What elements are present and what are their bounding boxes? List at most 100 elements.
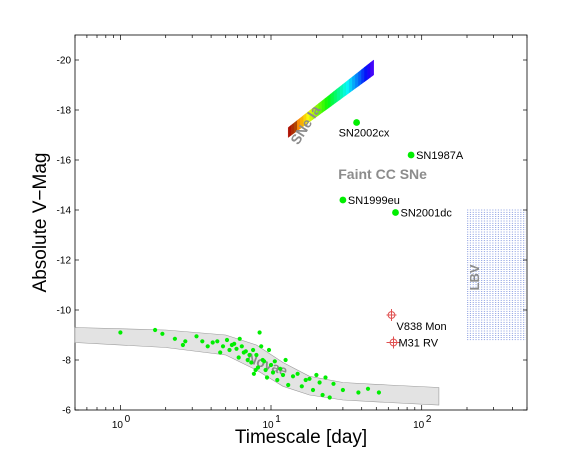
x-axis-title: Timescale [day]	[235, 427, 367, 448]
y-tick-label: -20	[57, 56, 72, 67]
nova-point	[275, 377, 280, 383]
nova-point	[234, 346, 239, 351]
sn-point-label: SN1987A	[416, 150, 464, 162]
nova-point	[236, 355, 241, 360]
nova-point	[331, 381, 336, 386]
nova-point	[257, 330, 262, 335]
nova-point	[153, 327, 158, 333]
nova-point	[210, 340, 215, 345]
sne-ia-stripe	[339, 83, 344, 101]
nova-point	[245, 357, 250, 363]
y-axis-title: Absolute V−Mag	[30, 153, 51, 293]
nova-point	[356, 390, 361, 395]
red-nova-marker	[386, 336, 401, 349]
sne-ia-stripe	[346, 78, 350, 96]
nova-point	[180, 342, 185, 348]
nova-point	[254, 352, 259, 358]
nova-point	[259, 344, 264, 349]
red-nova-marker	[386, 309, 397, 321]
sne-ia-band	[288, 59, 374, 138]
nova-point	[239, 344, 244, 349]
nova-point	[264, 375, 270, 380]
nova-point	[340, 387, 345, 393]
y-tick-label: -10	[57, 306, 72, 317]
x-tick-label-base: 10	[262, 420, 274, 431]
nova-point	[249, 360, 254, 365]
sne-ia-stripe	[330, 90, 335, 107]
nova-point	[272, 359, 277, 364]
sne-ia-stripe	[333, 88, 338, 105]
nova-point	[160, 331, 165, 336]
region-label-faint-cc: Faint CC SNe	[338, 166, 427, 182]
sn-point	[392, 209, 399, 216]
nova-point	[205, 344, 210, 349]
region-label-lbv: LBV	[467, 264, 482, 290]
nova-point	[365, 386, 371, 391]
red-nova-label: M31 RV	[399, 338, 439, 350]
nova-point	[183, 339, 188, 344]
sne-ia-stripe	[342, 81, 347, 98]
nova-point	[232, 341, 237, 346]
nova-point	[118, 330, 123, 335]
sn-point-label: SN2002cx	[339, 128, 390, 140]
sne-ia-stripe	[349, 76, 353, 94]
sne-ia-stripe	[324, 95, 329, 112]
nova-point	[290, 374, 296, 379]
nova-point	[307, 376, 312, 381]
nova-point	[251, 371, 256, 376]
y-tick-label: -16	[57, 156, 72, 167]
nova-point	[268, 362, 274, 368]
nova-point	[172, 336, 177, 341]
sne-ia-stripe	[358, 69, 362, 87]
sne-ia-stripe	[361, 66, 365, 85]
red-nova-label: V838 Mon	[397, 321, 447, 333]
nova-point	[283, 357, 288, 363]
y-tick-label: -6	[62, 406, 71, 417]
nova-point	[266, 347, 272, 353]
nova-point	[376, 390, 381, 395]
x-tick-label-base: 10	[413, 420, 425, 431]
sn-point-label: SN1999eu	[348, 195, 400, 207]
sn-point	[353, 119, 360, 126]
x-tick-label-exponent: 0	[125, 414, 131, 425]
nova-point	[295, 371, 300, 376]
nova-point	[243, 349, 248, 354]
nova-point	[323, 375, 328, 380]
sne-ia-stripe	[367, 61, 371, 80]
nova-point	[303, 377, 308, 383]
nova-point	[224, 337, 230, 343]
nova-point	[310, 387, 316, 393]
sne-ia-stripe	[355, 71, 359, 89]
nova-point	[280, 372, 286, 378]
nova-point	[299, 384, 304, 389]
nova-point	[255, 365, 261, 370]
nova-point	[327, 395, 332, 400]
sne-ia-stripe	[364, 64, 368, 83]
nova-point	[314, 372, 319, 378]
nova-point	[218, 350, 223, 355]
sne-ia-stripe	[327, 93, 332, 109]
nova-point	[320, 392, 325, 398]
nova-point	[278, 366, 283, 371]
nova-point	[262, 359, 267, 364]
nova-point	[286, 382, 291, 388]
sne-ia-stripe	[336, 86, 341, 103]
y-tick-label: -8	[62, 356, 71, 367]
nova-point	[200, 339, 205, 344]
y-tick-label: -12	[57, 256, 72, 267]
nova-point	[251, 347, 256, 353]
nova-point	[220, 344, 226, 349]
x-tick-label-exponent: 1	[275, 414, 281, 425]
nova-point	[247, 352, 252, 358]
sn-point-label: SN2001dc	[401, 208, 453, 220]
nova-point	[194, 334, 199, 339]
y-tick-label: -18	[57, 106, 72, 117]
sne-ia-stripe	[370, 59, 374, 78]
nova-point	[263, 367, 268, 373]
plot-area	[74, 34, 528, 411]
nova-point	[227, 347, 232, 353]
